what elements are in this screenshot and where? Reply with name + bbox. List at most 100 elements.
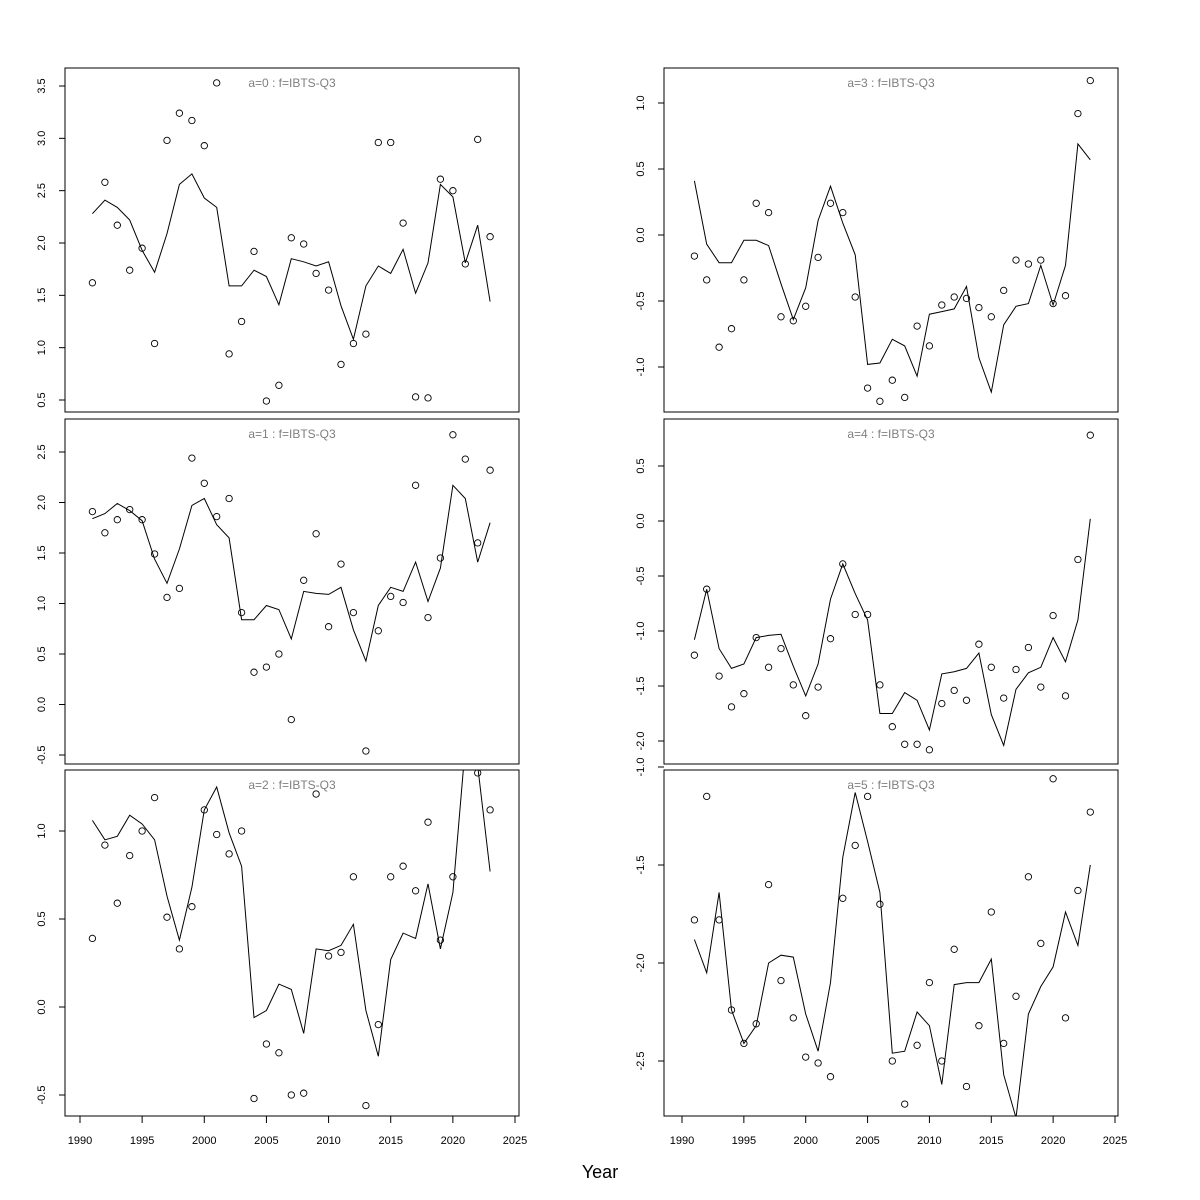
observed-point [399, 598, 407, 607]
observed-point [250, 668, 258, 676]
observed-point [287, 234, 295, 242]
y-tick-label: -1.0 [635, 622, 647, 641]
observed-point [399, 219, 407, 227]
observed-point [901, 740, 909, 748]
plot-frame [663, 769, 1119, 1117]
y-tick-label: -1.5 [635, 856, 647, 875]
x-tick-label: 1990 [68, 1135, 92, 1147]
observed-point [1024, 873, 1033, 881]
observed-point [300, 240, 308, 248]
observed-point [486, 233, 494, 241]
observed-point [163, 593, 171, 602]
observed-point [436, 175, 445, 183]
observed-point [88, 507, 97, 516]
observed-point [449, 431, 457, 439]
observed-point [863, 792, 872, 801]
observed-point [839, 208, 847, 217]
observed-point [715, 343, 723, 351]
observed-point [324, 952, 333, 960]
observed-point [374, 1020, 382, 1029]
panel-a4: a=4 : f=IBTS-Q3 -2.0 -1.5 -1.0 -0.5 0.0 0.5 [635, 418, 1119, 765]
observed-point [462, 757, 468, 763]
observed-point [138, 244, 146, 252]
observed-point [950, 945, 958, 953]
observed-point [901, 393, 909, 402]
observed-point [888, 1057, 896, 1065]
observed-point [399, 862, 407, 870]
observed-point [250, 1094, 258, 1103]
observed-point [975, 640, 983, 648]
observed-point [789, 1014, 797, 1022]
y-tick-label: 0.5 [36, 392, 48, 407]
observed-point [1061, 292, 1070, 300]
y-tick-label: 0.5 [635, 161, 647, 176]
observed-point [88, 279, 97, 287]
plot-frame [663, 67, 1119, 413]
observed-point [975, 1022, 983, 1030]
observed-point [163, 136, 171, 145]
observed-point [1000, 694, 1008, 702]
observed-point [101, 178, 109, 186]
observed-point [126, 266, 134, 274]
observed-point [374, 627, 382, 635]
observed-point [275, 650, 283, 658]
observed-point [250, 247, 258, 256]
y-tick-label: -0.5 [36, 746, 48, 765]
observed-point [851, 610, 859, 619]
panel-title: a=5 : f=IBTS-Q3 [847, 778, 935, 792]
observed-point [863, 610, 872, 619]
y-tick-label: 1.0 [635, 95, 647, 110]
observed-point [449, 187, 457, 195]
observed-point [1012, 665, 1020, 674]
observed-point [814, 683, 822, 691]
panel-a0: a=0 : f=IBTS-Q3 0.5 1.0 1.5 2.0 2.5 3.0 3.5 [36, 67, 520, 413]
observed-point [387, 138, 395, 147]
observed-point [387, 592, 395, 601]
y-tick-label: -0.5 [36, 1086, 48, 1105]
observed-point [436, 554, 445, 562]
fitted-series-line [693, 518, 1091, 748]
fitted-series-line [92, 173, 491, 342]
observed-point [1024, 643, 1033, 652]
observed-point [200, 142, 208, 150]
observed-point [727, 1006, 736, 1014]
observed-point [938, 699, 946, 708]
observed-point [312, 530, 320, 538]
observed-point [1000, 1039, 1008, 1048]
observed-point [300, 1089, 308, 1097]
y-tick-label: 1.0 [36, 340, 48, 355]
x-tick-label: 2025 [1103, 1135, 1127, 1147]
observed-point [486, 466, 494, 474]
observed-point [362, 330, 370, 338]
observed-point [349, 608, 358, 617]
observed-point [690, 651, 699, 659]
observed-point [237, 827, 246, 835]
observed-point [200, 806, 208, 814]
observed-point [337, 360, 345, 369]
x-tick-label: 2020 [441, 1135, 465, 1147]
y-tick-label: 3.5 [36, 78, 48, 93]
observed-point [777, 644, 785, 653]
y-tick-label: 2.0 [36, 235, 48, 250]
observed-point [839, 560, 847, 568]
observed-point [411, 481, 420, 489]
observed-point [715, 672, 723, 680]
observed-point [374, 138, 382, 147]
y-tick-label: 1.5 [36, 288, 48, 303]
y-tick-label: 1.0 [36, 596, 48, 611]
y-tick-label: 0.0 [36, 697, 48, 712]
observed-point [913, 1041, 921, 1049]
observed-point [925, 978, 934, 987]
observed-point [237, 317, 246, 326]
observed-point [1037, 939, 1045, 948]
observed-point [814, 253, 822, 262]
observed-point [1012, 256, 1020, 264]
panel-a2: a=2 : f=IBTS-Q3 -0.5 0.0 0.5 1.0 1990 1995 2000… [36, 757, 527, 1147]
y-tick-label: -2.5 [635, 1052, 647, 1071]
observed-point [188, 454, 196, 462]
observed-point [703, 276, 711, 284]
panel-title: a=2 : f=IBTS-Q3 [248, 778, 336, 792]
y-tick-label: -1.5 [635, 677, 647, 696]
x-tick-label: 2000 [192, 1135, 216, 1147]
observed-point [287, 715, 295, 724]
